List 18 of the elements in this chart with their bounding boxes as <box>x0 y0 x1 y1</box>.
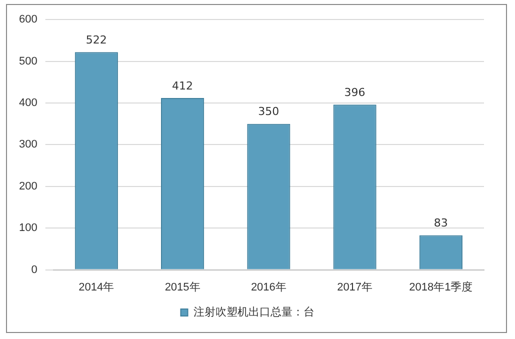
y-tick-label: 400 <box>18 97 38 110</box>
y-tick-label: 200 <box>18 180 38 192</box>
data-label: 522 <box>86 33 107 46</box>
legend-label: 注射吹塑机出口总量：台 <box>193 306 314 319</box>
y-tick-label: 0 <box>31 264 38 276</box>
data-label: 83 <box>434 216 448 230</box>
y-tick-label: 600 <box>18 14 38 26</box>
x-tick-label: 2017年 <box>337 281 373 294</box>
x-tick-label: 2014年 <box>78 281 114 294</box>
data-label: 350 <box>258 105 280 118</box>
x-tick-label: 2016年 <box>250 281 286 294</box>
y-tick-label: 100 <box>18 222 38 234</box>
x-tick-label: 2018年1季度 <box>409 280 473 294</box>
data-label: 396 <box>344 86 366 100</box>
y-tick-label: 500 <box>18 55 38 68</box>
y-tick-label: 300 <box>18 138 38 151</box>
data-label: 412 <box>172 79 194 92</box>
x-tick-label: 2015年 <box>164 281 200 294</box>
